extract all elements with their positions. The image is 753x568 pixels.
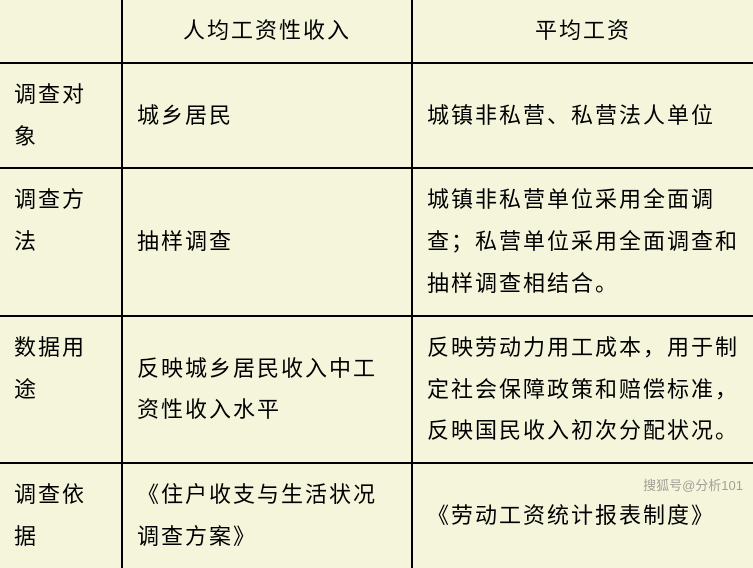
row-label: 调查方法: [0, 168, 122, 315]
cell-col1: 反映城乡居民收入中工资性收入水平: [122, 316, 412, 463]
header-col2: 平均工资: [412, 0, 753, 63]
table-row: 数据用途 反映城乡居民收入中工资性收入水平 反映劳动力用工成本，用于制定社会保障…: [0, 316, 753, 463]
table-row: 调查对象 城乡居民 城镇非私营、私营法人单位: [0, 63, 753, 169]
cell-col1: 抽样调查: [122, 168, 412, 315]
cell-col2: 城镇非私营单位采用全面调查；私营单位采用全面调查和抽样调查相结合。: [412, 168, 753, 315]
table-row: 调查方法 抽样调查 城镇非私营单位采用全面调查；私营单位采用全面调查和抽样调查相…: [0, 168, 753, 315]
table-header-row: 人均工资性收入 平均工资: [0, 0, 753, 63]
cell-col2: 反映劳动力用工成本，用于制定社会保障政策和赔偿标准，反映国民收入初次分配状况。: [412, 316, 753, 463]
row-label: 调查对象: [0, 63, 122, 169]
watermark-text: 搜狐号@分析101: [643, 475, 743, 494]
table-row: 调查依据 《住户收支与生活状况调查方案》 《劳动工资统计报表制度》: [0, 463, 753, 568]
header-col1: 人均工资性收入: [122, 0, 412, 63]
header-empty: [0, 0, 122, 63]
row-label: 调查依据: [0, 463, 122, 568]
row-label: 数据用途: [0, 316, 122, 463]
comparison-table: 人均工资性收入 平均工资 调查对象 城乡居民 城镇非私营、私营法人单位 调查方法…: [0, 0, 753, 568]
cell-col1: 《住户收支与生活状况调查方案》: [122, 463, 412, 568]
cell-col1: 城乡居民: [122, 63, 412, 169]
cell-col2: 城镇非私营、私营法人单位: [412, 63, 753, 169]
